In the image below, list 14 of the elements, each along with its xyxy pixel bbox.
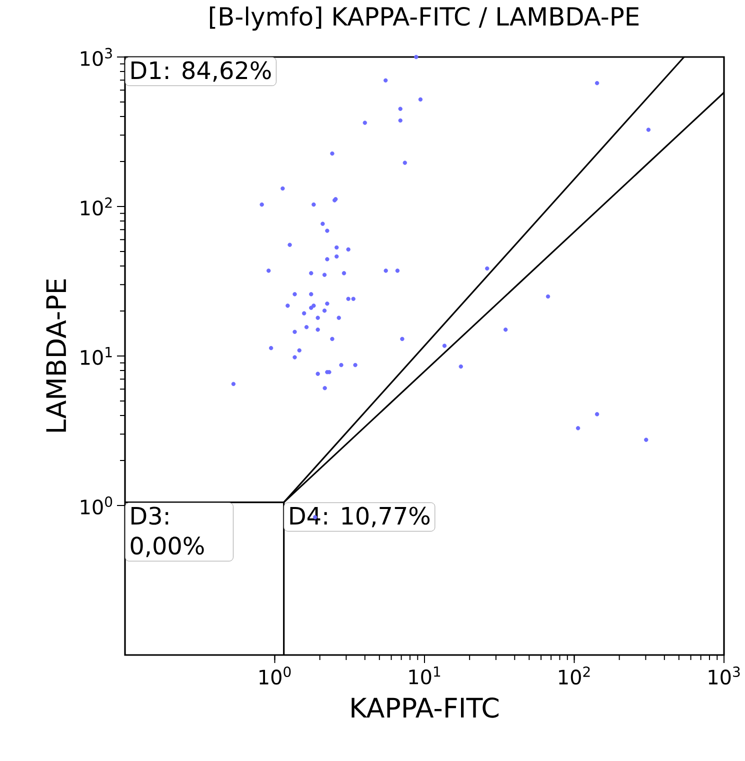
x-tick-label: 10$^{2}$ [559,666,590,685]
x-tick-label: 10$^{3}$ [708,666,740,685]
y-axis-title: LAMBDA-PE [46,279,66,432]
y-tick-label: 10$^{3}$ [80,48,112,66]
y-tick-label: 10$^{2}$ [80,197,112,216]
annotation: D1: 84,62% [132,61,271,82]
annotation: D3: 0,00% [130,506,204,558]
x-axis-title: KAPPA-FITC [352,697,498,718]
chart-title: [B-lymfo] KAPPA-FITC / LAMBDA-PE [210,6,639,31]
annotation: D4: 10,77% [290,506,430,528]
x-tick-label: 10$^{1}$ [409,666,440,684]
x-tick-label: 10$^{0}$ [260,666,291,685]
y-tick-label: 10$^{0}$ [80,496,112,515]
y-tick-label: 10$^{1}$ [80,347,112,365]
